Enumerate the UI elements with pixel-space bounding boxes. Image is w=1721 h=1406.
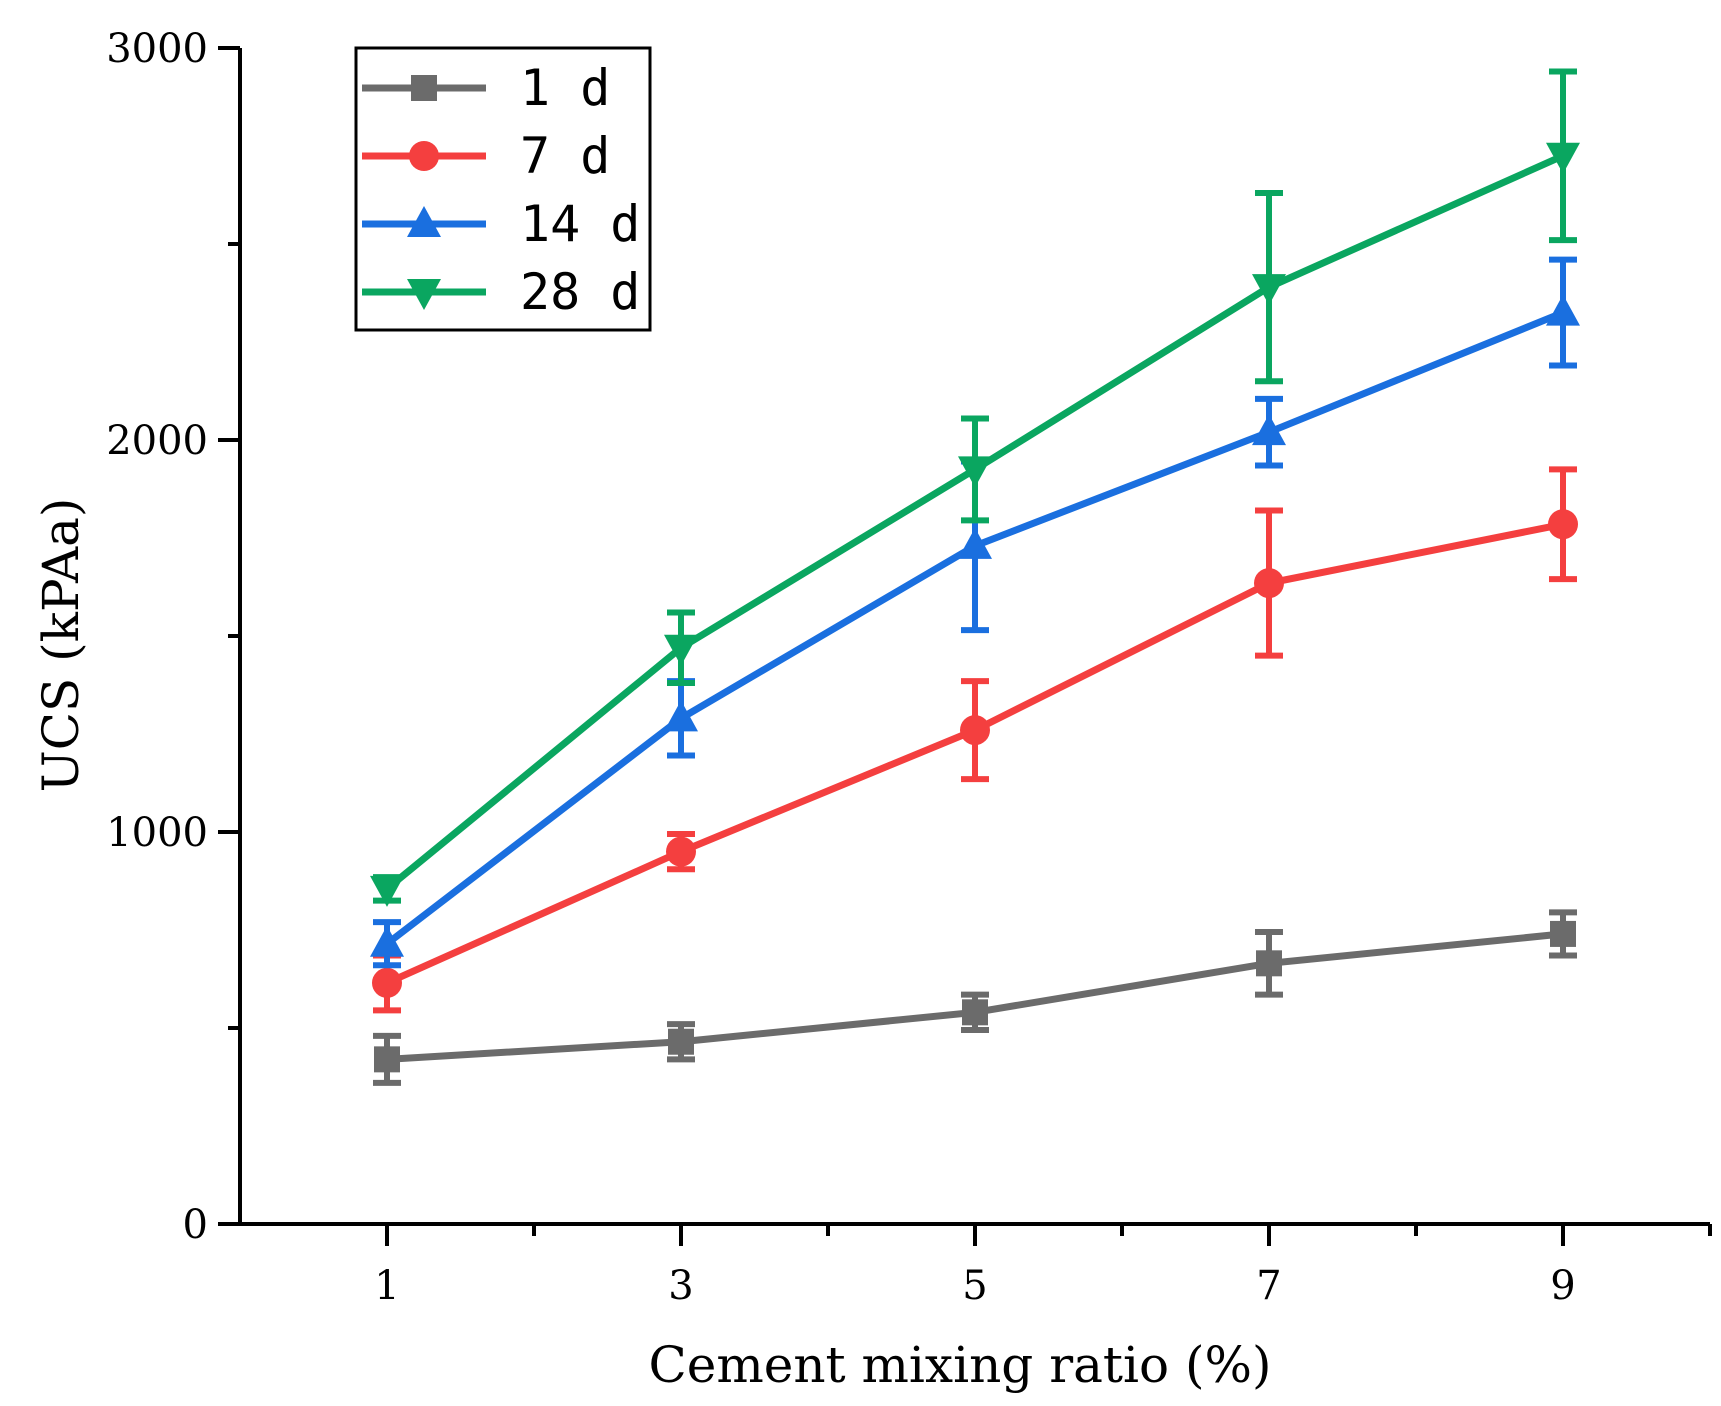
data-point [668, 1028, 694, 1055]
y-axis-title: UCS (kPAa) [32, 498, 90, 793]
legend-item: 7 d [362, 127, 610, 185]
legend-item: 1 d [362, 59, 610, 117]
series-7d [372, 466, 1578, 1014]
series-1d [373, 909, 1577, 1086]
data-point [1252, 414, 1286, 446]
x-tick-label: 9 [1550, 1263, 1575, 1309]
legend-label: 1 d [520, 59, 610, 117]
legend-label: 28 d [520, 263, 640, 321]
y-tick-label: 2000 [106, 418, 208, 464]
data-point [958, 527, 992, 559]
y-tick-label: 1000 [106, 810, 208, 856]
legend-box [354, 46, 652, 332]
data-point [664, 700, 698, 732]
data-point [1254, 568, 1284, 599]
data-point [370, 875, 404, 907]
series-28d [370, 68, 1580, 907]
x-tick-label: 5 [962, 1263, 987, 1309]
legend-label: 7 d [520, 127, 610, 185]
axis-ticks: 0 1000 2000 3000 1 3 5 7 9 [106, 26, 1712, 1309]
y-tick-label: 3000 [106, 26, 208, 72]
data-point [1548, 509, 1578, 540]
data-point [1546, 142, 1580, 174]
legend-label: 14 d [520, 195, 640, 253]
data-point [960, 715, 990, 746]
legend-marker [407, 279, 441, 310]
legend-item: 28 d [362, 263, 640, 321]
data-point [664, 634, 698, 666]
data-point [1256, 950, 1282, 977]
x-tick-label: 3 [668, 1263, 693, 1309]
legend-marker [407, 206, 441, 237]
x-tick-label: 1 [374, 1263, 399, 1309]
legend: 1 d 7 d 14 d 28 d [354, 46, 652, 332]
data-point [962, 999, 988, 1026]
series-14d [370, 256, 1580, 969]
y-tick-label: 0 [183, 1202, 208, 1248]
legend-marker [411, 75, 437, 101]
data-point [666, 836, 696, 867]
data-point [374, 1046, 400, 1073]
data-point [1252, 274, 1286, 306]
data-point [372, 967, 402, 998]
data-point [1550, 920, 1576, 947]
data-point [370, 925, 404, 957]
legend-marker [409, 141, 439, 171]
plot-area [370, 68, 1580, 1086]
x-axis-title: Cement mixing ratio (%) [648, 1336, 1271, 1394]
data-point [1546, 294, 1580, 326]
data-point [958, 456, 992, 488]
legend-item: 14 d [362, 195, 640, 253]
x-tick-label: 7 [1256, 1263, 1281, 1309]
